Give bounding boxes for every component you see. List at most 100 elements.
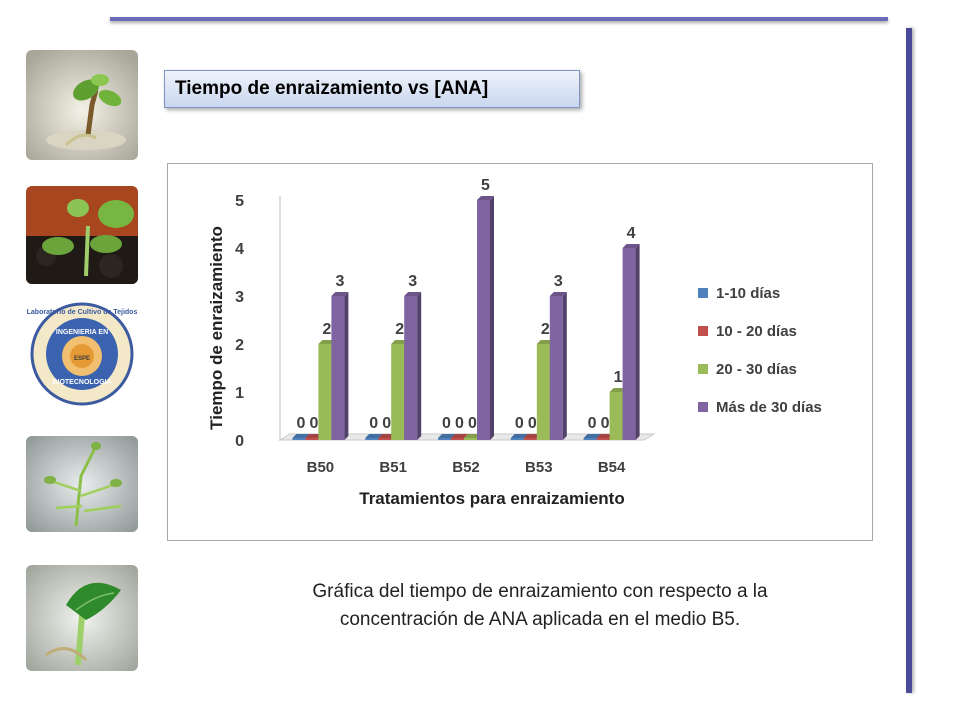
legend-swatch [698,364,708,374]
bar-top [404,292,422,296]
x-tick-label: B54 [598,459,626,476]
data-label: 2 [541,321,550,338]
bar [331,296,345,440]
data-label: 0 [455,415,464,432]
bar-top [464,434,481,438]
legend-label: 20 - 30 días [716,361,797,378]
data-label: 2 [322,321,331,338]
bar-side [635,244,640,440]
y-tick-label: 2 [235,337,244,354]
data-label: 4 [627,225,636,242]
bar-side [562,292,567,440]
bar-top [331,292,349,296]
bar [549,296,563,440]
data-label: 0 [515,415,524,432]
top-accent-rule [110,17,888,21]
bar-top [596,434,614,438]
bar [596,438,610,440]
x-tick-label: B52 [452,459,480,476]
x-axis-title: Tratamientos para enraizamiento [359,489,624,508]
legend-swatch [698,326,708,336]
bar [510,438,524,440]
chart-frame: 0 1 2 3 4 5 Tiempo de enraizamiento Tratamiento… [167,163,873,541]
bar-chart: 0 1 2 3 4 5 Tiempo de enraizamiento Tratamiento… [207,177,822,508]
right-accent-rule [906,28,912,693]
bar-top [378,434,396,438]
bar-side [490,196,494,440]
bar-top [477,196,494,200]
plantlet-photo-4 [26,565,138,671]
data-label: 0 [309,415,318,432]
data-label: 0 [296,415,305,432]
bar [523,438,537,440]
data-label: 0 [369,415,378,432]
legend-label: Más de 30 días [716,399,822,416]
bar-top [609,388,627,392]
bar-top [523,434,541,438]
svg-text:INGENIERIA EN: INGENIERIA EN [56,329,108,336]
y-tick-label: 1 [235,385,244,402]
bar-top [536,340,554,344]
bar-side [344,292,349,440]
legend-swatch [698,288,708,298]
svg-text:ESPE: ESPE [74,356,90,362]
bar [622,248,636,440]
bar-top [318,340,336,344]
data-label: 0 [528,415,537,432]
data-label: 0 [468,415,477,432]
bar [583,438,597,440]
caption-line-2: concentración de ANA aplicada en el medi… [339,609,741,630]
bar-top [438,434,455,438]
bar-top [549,292,567,296]
bar-top [510,434,528,438]
bar-top [583,434,601,438]
data-label: 0 [588,415,597,432]
data-label: 2 [395,321,404,338]
caption-line-1: Gráfica del tiempo de enraizamiento con … [312,581,768,602]
svg-text:Laboratorio de Cultivo de Teji: Laboratorio de Cultivo de Tejidos [27,309,138,316]
slide-title: Tiempo de enraizamiento vs [ANA] [164,70,580,108]
svg-text:BIOTECNOLOGIA: BIOTECNOLOGIA [52,379,111,386]
bar [378,438,392,440]
bar [305,438,319,440]
bar-top [292,434,310,438]
legend-label: 1-10 días [716,285,780,302]
data-label: 0 [601,415,610,432]
bar-top [451,434,468,438]
y-tick-label: 0 [235,433,244,450]
data-label: 0 [382,415,391,432]
data-label: 5 [481,177,490,194]
bar-top [365,434,383,438]
y-tick-label: 4 [235,241,244,258]
bar [391,344,405,440]
legend-label: 10 - 20 días [716,323,797,340]
bar-top [391,340,409,344]
x-tick-label: B51 [379,459,407,476]
bar [536,344,550,440]
bar [451,438,464,440]
plantlet-photo-1 [26,50,138,160]
data-label: 3 [408,273,417,290]
y-tick-label: 3 [235,289,244,306]
bar [318,344,332,440]
data-label: 3 [335,273,344,290]
bar-top [622,244,640,248]
lab-logo: Laboratorio de Cultivo de Tejidos INGENI… [27,302,138,406]
data-label: 3 [554,273,563,290]
x-tick-label: B53 [525,459,553,476]
data-label: 1 [614,369,623,386]
bar [609,392,623,440]
plantlet-photo-3 [26,436,138,532]
y-tick-label: 5 [235,193,244,210]
bar [477,200,490,440]
bar [292,438,306,440]
bar [404,296,418,440]
bar [438,438,451,440]
plantlet-photo-2 [26,186,138,284]
legend-swatch [698,402,708,412]
x-tick-label: B50 [307,459,335,476]
bar-top [305,434,323,438]
bar [464,438,477,440]
data-label: 0 [442,415,451,432]
chart-caption: Gráfica del tiempo de enraizamiento con … [220,578,860,634]
